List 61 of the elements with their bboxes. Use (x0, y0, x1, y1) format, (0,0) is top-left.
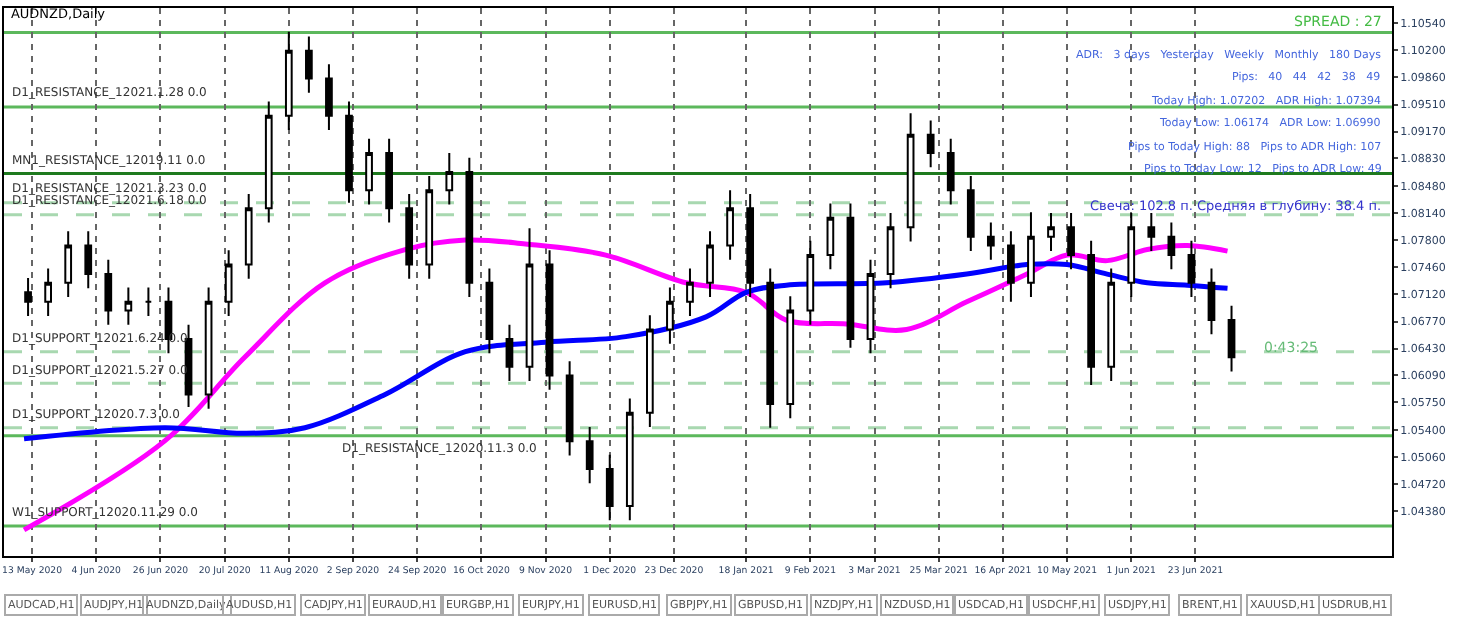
candlestick (164, 286, 173, 355)
candlestick (826, 202, 835, 271)
candlestick (545, 249, 554, 391)
candlestick (445, 151, 454, 206)
candlestick (1067, 212, 1075, 271)
candlestick (224, 249, 233, 318)
candlestick (204, 286, 213, 410)
candlestick (946, 137, 955, 206)
candlestick (1147, 212, 1156, 253)
candlestick (565, 360, 574, 457)
candlestick (746, 193, 755, 299)
candlestick (605, 453, 614, 522)
candlestick (385, 137, 393, 224)
candlestick (886, 212, 895, 290)
candlestick (585, 425, 594, 485)
candlestick (84, 230, 93, 290)
candlestick (124, 286, 133, 326)
candlestick (866, 258, 875, 355)
candlestick (325, 63, 333, 131)
candlestick (666, 286, 674, 345)
candlestick (1227, 304, 1236, 373)
candlestick (986, 221, 995, 261)
candlestick (1027, 211, 1035, 299)
candlestick (284, 30, 293, 131)
candlestick (726, 189, 734, 261)
candlestick (786, 295, 795, 420)
candlestick (966, 174, 975, 253)
candlestick (1007, 230, 1015, 303)
candlestick (244, 193, 253, 280)
candlestick (525, 227, 534, 382)
candlestick (846, 202, 855, 349)
candlestick (345, 100, 353, 204)
candlestick (926, 119, 935, 169)
candlestick (505, 323, 514, 382)
candlestick (906, 112, 915, 243)
candlestick (646, 314, 654, 428)
candlestick (766, 267, 775, 429)
candlestick (625, 397, 634, 522)
candlestick (425, 174, 434, 280)
candlestick (706, 230, 714, 299)
candlestick (104, 258, 113, 326)
candlestick (1207, 267, 1216, 336)
candlestick (24, 277, 32, 318)
candlestick (1087, 239, 1095, 386)
candlestick (144, 286, 153, 318)
candlestick (1047, 212, 1055, 253)
candlestick (465, 156, 474, 299)
candlestick (1187, 239, 1196, 299)
candlestick (264, 100, 273, 224)
candlestick (485, 267, 494, 355)
candlestick (365, 137, 373, 206)
candlestick (64, 230, 73, 299)
candlestick (1107, 267, 1116, 382)
candlestick (686, 267, 694, 318)
candlestick (44, 267, 52, 318)
candlestick (1167, 221, 1176, 271)
candlestick (305, 35, 313, 94)
candlestick (184, 323, 193, 409)
candlestick (806, 239, 815, 326)
candlestick (1127, 212, 1136, 299)
candlestick (405, 193, 414, 280)
